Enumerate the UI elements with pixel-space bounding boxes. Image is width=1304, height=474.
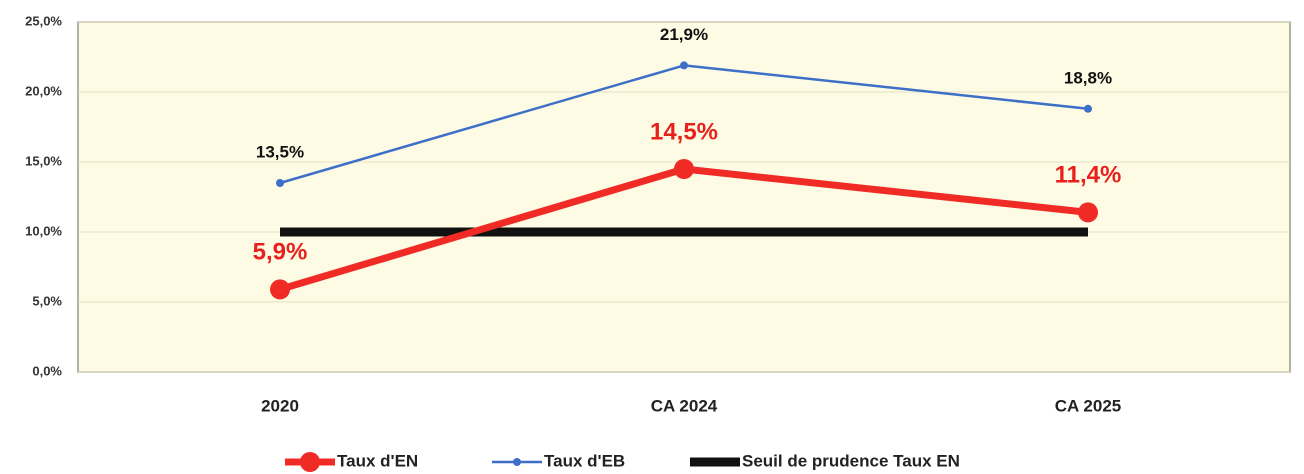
legend-label: Taux d'EN	[337, 451, 418, 470]
y-tick-label: 5,0%	[32, 293, 62, 308]
marker	[1084, 104, 1092, 113]
data-label: 21,9%	[660, 25, 708, 44]
y-tick-label: 20,0%	[25, 83, 62, 98]
data-label: 13,5%	[256, 142, 304, 161]
legend-marker	[513, 458, 521, 466]
y-tick-label: 25,0%	[25, 13, 62, 28]
y-tick-label: 10,0%	[25, 223, 62, 238]
marker	[674, 159, 694, 179]
data-label: 5,9%	[253, 239, 308, 266]
marker	[1078, 202, 1098, 223]
data-label: 11,4%	[1055, 162, 1122, 189]
x-tick-label: CA 2024	[651, 396, 718, 415]
marker	[680, 61, 688, 70]
marker	[276, 179, 284, 187]
x-tick-label: 2020	[261, 396, 299, 415]
legend-label: Taux d'EB	[544, 451, 625, 470]
x-tick-label: CA 2025	[1055, 396, 1121, 415]
marker	[270, 279, 290, 300]
legend-label: Seuil de prudence Taux EN	[742, 451, 960, 470]
data-label: 18,8%	[1064, 68, 1112, 87]
y-tick-label: 15,0%	[25, 153, 62, 168]
legend-marker	[300, 452, 320, 472]
y-tick-label: 0,0%	[32, 363, 62, 378]
data-label: 14,5%	[650, 118, 718, 145]
plot-area	[77, 21, 1291, 373]
